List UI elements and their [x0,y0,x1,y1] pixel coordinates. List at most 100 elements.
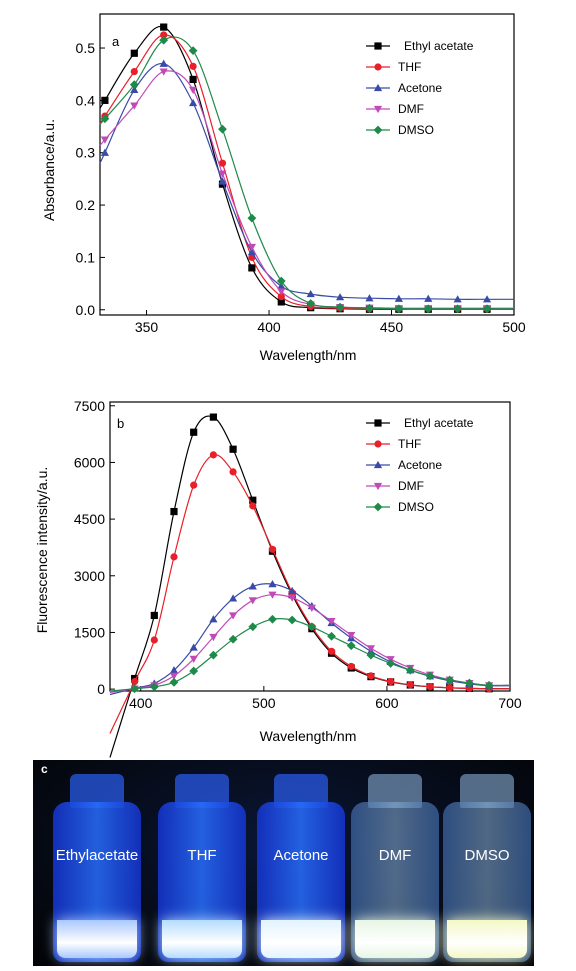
data-point [101,96,109,104]
data-point [277,293,285,301]
data-point [160,31,168,39]
legend-label: Ethyl acetate [404,416,474,430]
series-line [99,34,514,310]
data-point [425,671,435,681]
series-line [99,62,514,300]
x-tick-label: 400 [257,319,281,335]
data-point [131,677,139,686]
legend-label: DMF [398,102,424,116]
vial-liquid [162,920,242,958]
vial: DMSO [443,774,531,964]
series-ethyl-acetate [109,413,511,758]
x-tick-label: 700 [498,695,522,711]
data-point [277,298,285,306]
data-point [387,677,395,686]
data-point [426,683,434,691]
data-point [482,295,492,303]
data-point [247,248,256,256]
y-tick-label: 0.2 [76,197,96,213]
vial-label: DMSO [464,847,510,864]
vial: Acetone [257,774,345,964]
series-line [109,454,511,734]
absorbance-chart: a Wavelength/nm Absorbance/a.u. 350 400 45… [41,13,526,363]
data-point [365,303,374,313]
data-point [307,604,316,612]
legend-marker [374,42,382,50]
data-point [247,213,257,223]
legend-label: Ethyl acetate [404,39,474,53]
data-point [248,597,257,605]
data-point [130,102,139,110]
y-tick-label: 0.5 [76,40,96,56]
panel-label-c: c [41,762,48,776]
data-point [327,618,336,626]
vial-label: THF [187,847,217,864]
data-point [228,612,238,620]
data-point [100,114,110,124]
legend-marker [373,482,383,491]
series-dmf [99,68,514,313]
data-point [169,666,179,674]
data-point [268,614,277,624]
data-point [159,68,168,76]
data-point [159,59,168,67]
legend-marker [374,440,382,448]
data-point [424,294,433,302]
data-point [347,662,355,671]
x-tick-label: 350 [135,319,159,335]
data-point [130,49,138,57]
legend-marker [373,83,383,92]
y-tick-label: 0.1 [76,249,96,265]
data-point [150,611,158,620]
vial-liquid [261,920,341,958]
data-point [229,468,237,476]
vial-liquid [355,920,435,958]
vial-body [158,802,246,962]
vial-liquid [447,920,527,958]
x-tick-label: 450 [380,319,404,335]
series-line [109,415,511,758]
legend-label: Acetone [398,81,442,95]
data-point [268,591,277,599]
vial: DMF [351,774,439,964]
legend-marker [373,460,383,469]
data-point [365,294,374,302]
data-point [327,631,336,641]
data-point [218,177,227,185]
data-point [228,594,238,602]
data-point [209,615,218,623]
data-point [100,136,109,144]
data-point [248,582,257,590]
vial: Ethylacetate [53,774,141,964]
data-point [209,413,217,421]
series-acetone [99,59,514,303]
legend-label: DMSO [398,500,434,514]
data-point [170,553,178,561]
data-point [464,678,474,688]
x-tick-label: 400 [129,695,153,711]
data-point [247,243,256,252]
vial-label: Ethylacetate [55,847,139,864]
legend-label: DMSO [398,123,434,137]
legend-label: THF [398,437,421,451]
data-point [218,159,227,167]
data-point [218,124,227,134]
data-point [228,634,238,644]
y-tick-label: 0 [97,681,105,697]
data-point [229,445,237,453]
data-point [347,631,356,640]
vial-body [443,802,531,962]
fluorescence-chart: b Wavelength/nm Fluorescence intensity/a… [34,398,522,758]
legend-label: Acetone [398,458,442,472]
legend-label: THF [398,60,421,74]
y-tick-label: 4500 [74,511,105,527]
legend-marker [373,105,383,114]
data-point [306,289,315,298]
y-tick-label: 0.4 [76,92,96,108]
data-point [189,62,197,70]
data-point [160,23,168,31]
data-point [268,579,277,588]
data-point [482,304,492,314]
data-point [209,633,218,642]
data-point [445,675,455,685]
